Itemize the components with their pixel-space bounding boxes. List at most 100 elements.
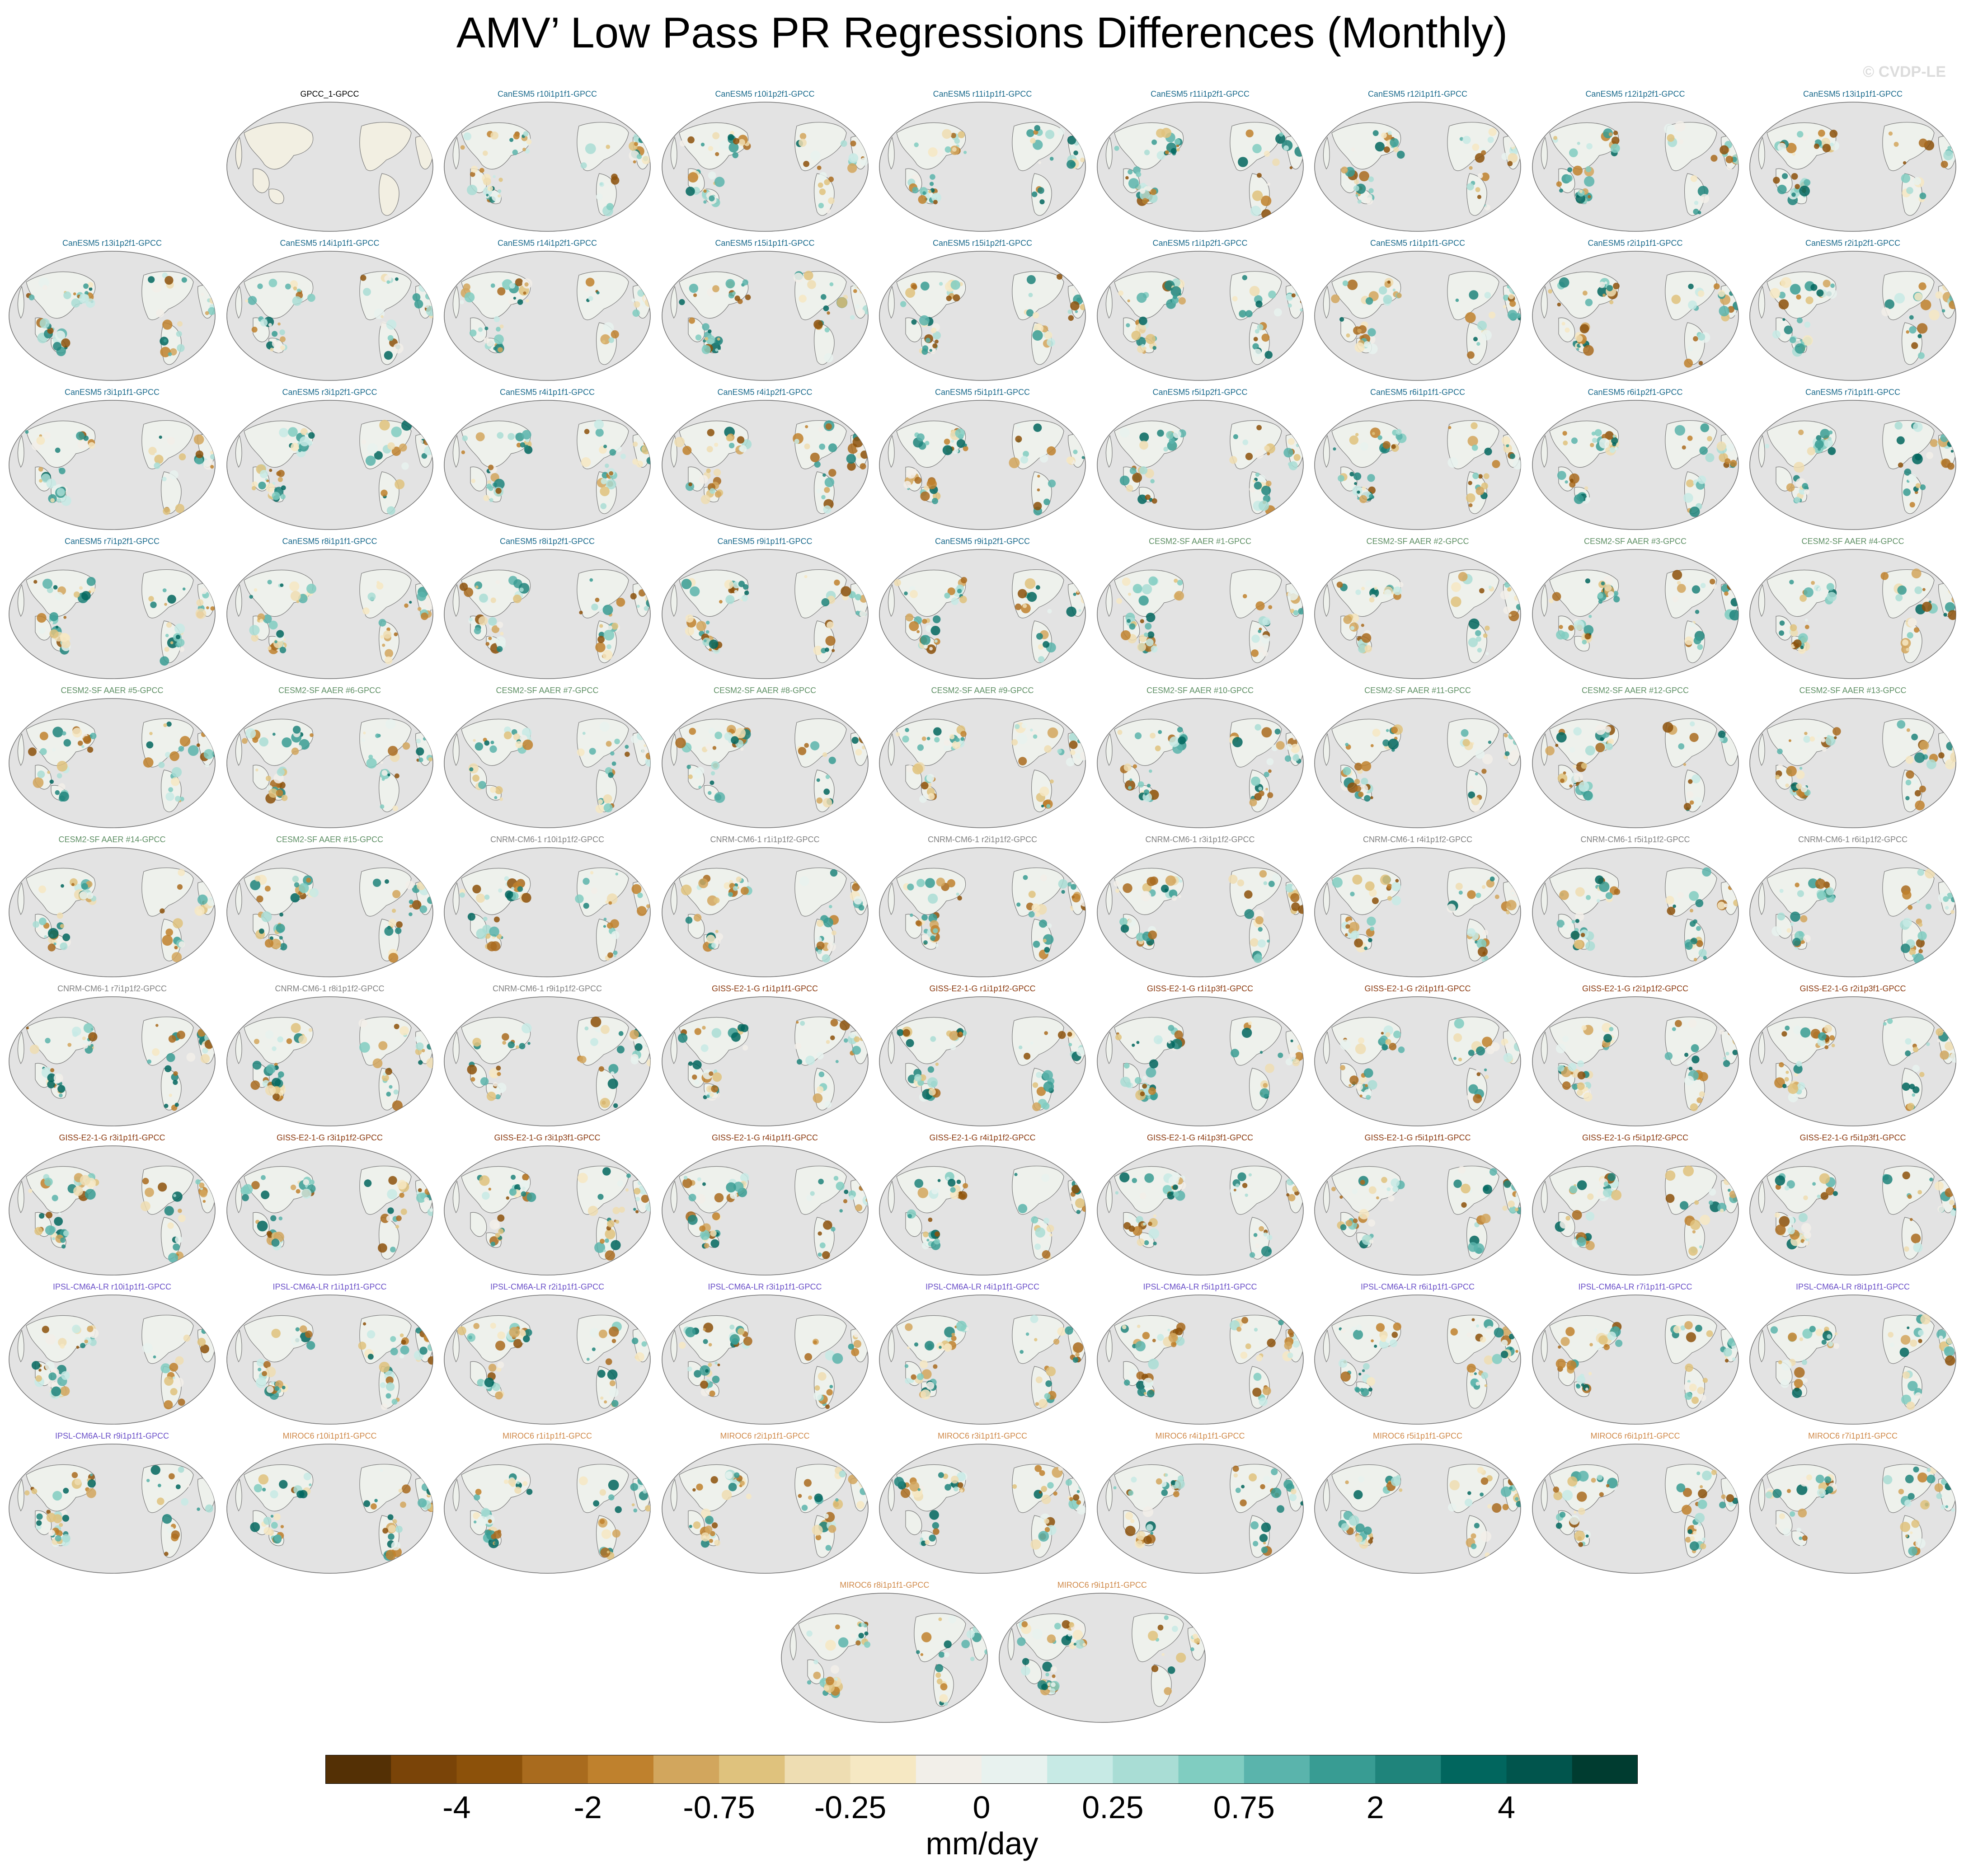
anomaly-cell [1395,433,1403,440]
anomaly-cell [641,1195,649,1203]
anomaly-cell [146,741,154,749]
anomaly-cell [493,175,496,178]
anomaly-cell [1244,890,1253,899]
anomaly-cell [1287,462,1292,467]
anomaly-cell [1795,184,1800,189]
anomaly-cell [1926,1042,1930,1046]
anomaly-cell [1140,619,1144,624]
anomaly-cell [951,597,959,605]
land-outline [577,420,629,469]
anomaly-cell [921,736,926,741]
anomaly-cell [1585,746,1595,756]
anomaly-cell [1515,881,1521,889]
map-panel: CESM2-SF AAER #3-GPCC [1527,537,1744,681]
anomaly-cell [147,1059,151,1064]
anomaly-cell [1698,949,1707,957]
anomaly-cell [714,792,725,803]
anomaly-cell [502,1033,509,1041]
land-outline [17,882,24,915]
anomaly-cell [470,172,475,177]
anomaly-cell [1796,770,1805,779]
anomaly-cell [1800,1027,1811,1038]
world-map [1096,847,1304,977]
anomaly-cell [1043,1218,1049,1224]
anomaly-cell [1911,568,1922,579]
anomaly-cell [1473,337,1478,342]
anomaly-cell [799,133,806,140]
anomaly-cell [497,194,501,198]
anomaly-cell [1300,1034,1303,1038]
anomaly-cell [906,1039,914,1047]
map-panel: CNRM-CM6-1 r3i1p1f2-GPCC [1092,835,1309,980]
anomaly-cell [1825,736,1836,746]
anomaly-cell [493,1082,498,1087]
anomaly-cell [1917,900,1920,904]
anomaly-cell [619,1206,625,1213]
anomaly-cell [806,1195,813,1201]
anomaly-cell [270,938,281,949]
anomaly-cell [37,613,47,623]
anomaly-cell [1688,1246,1698,1256]
anomaly-cell [171,767,182,778]
anomaly-cell [164,1206,174,1216]
anomaly-cell [840,586,851,597]
anomaly-cell [1176,144,1179,147]
anomaly-cell [1068,1043,1072,1046]
anomaly-cell [1905,779,1912,786]
anomaly-cell [469,329,477,337]
anomaly-cell [1475,749,1485,759]
anomaly-cell [1145,1067,1156,1078]
anomaly-cell [519,1180,530,1191]
anomaly-cell [47,770,50,774]
anomaly-cell [397,1180,407,1190]
anomaly-cell [957,589,962,594]
anomaly-cell [1803,736,1811,743]
anomaly-cell [37,770,45,779]
anomaly-cell [1689,721,1695,727]
land-outline [670,584,677,617]
anomaly-cell [1333,447,1336,451]
anomaly-cell [1486,1046,1495,1055]
anomaly-cell [1699,1091,1705,1097]
anomaly-cell [1081,582,1085,590]
anomaly-cell [1483,473,1489,479]
anomaly-cell [201,732,207,737]
anomaly-cell [1018,1204,1028,1214]
anomaly-cell [1245,453,1253,460]
anomaly-cell [1358,792,1364,797]
anomaly-cell [1167,1041,1171,1044]
anomaly-cell [862,737,868,743]
anomaly-cell [1948,900,1953,905]
anomaly-cell [384,879,389,884]
anomaly-cell [1119,427,1130,438]
anomaly-cell [470,165,478,173]
anomaly-cell [272,492,280,500]
anomaly-cell [1255,329,1259,334]
anomaly-cell [1548,598,1554,603]
anomaly-cell [1598,281,1605,288]
anomaly-cell [1700,423,1709,432]
anomaly-cell [584,1026,589,1031]
anomaly-cell [496,1065,501,1071]
anomaly-cell [1124,780,1135,791]
anomaly-cell [467,1065,477,1075]
map-panel: CNRM-CM6-1 r9i1p1f2-GPCC [439,984,656,1129]
anomaly-cell [1930,439,1938,447]
anomaly-cell [81,591,91,600]
anomaly-cell [1512,1031,1517,1035]
anomaly-cell [39,318,50,328]
anomaly-cell [1352,485,1363,496]
anomaly-cell [307,294,315,302]
anomaly-cell [1684,1075,1694,1086]
anomaly-cell [204,1040,214,1049]
anomaly-cell [1917,323,1928,334]
anomaly-cell [807,280,816,289]
world-map [1532,847,1739,977]
anomaly-cell [1232,296,1238,302]
anomaly-cell [1292,884,1297,890]
anomaly-cell [1268,881,1275,887]
land-outline [577,122,629,171]
map-panel: CanESM5 r2i1p2f1-GPCC [1744,239,1961,383]
anomaly-cell [1826,1187,1834,1196]
anomaly-cell [951,440,954,443]
